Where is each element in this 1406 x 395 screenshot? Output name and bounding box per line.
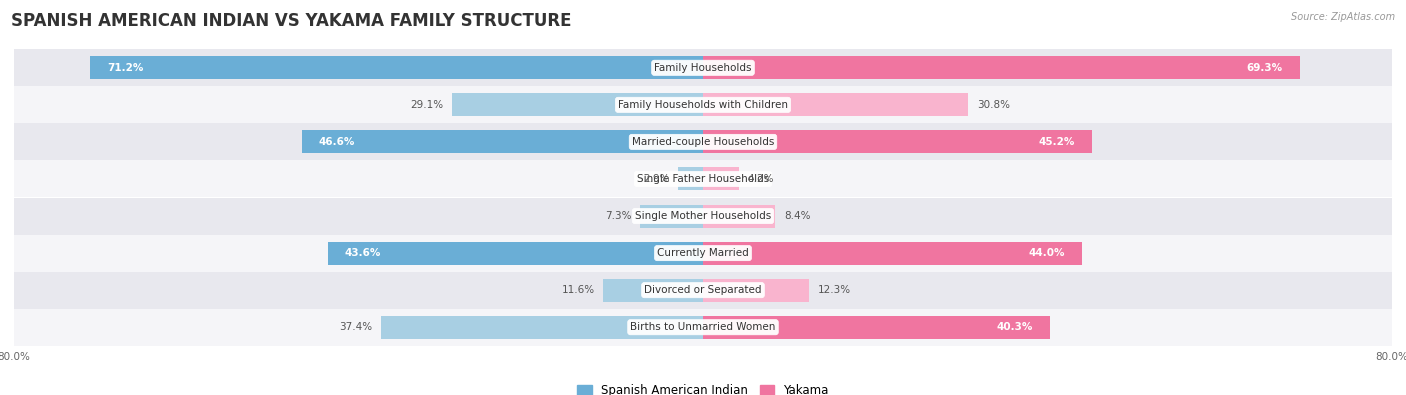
Bar (703, 130, 1092, 153)
Text: 29.1%: 29.1% (411, 100, 444, 110)
Bar (703, 242, 1083, 265)
Text: Single Father Households: Single Father Households (637, 174, 769, 184)
Text: 12.3%: 12.3% (817, 285, 851, 295)
Bar (14, 87, 1392, 123)
Text: 11.6%: 11.6% (561, 285, 595, 295)
Text: Family Households with Children: Family Households with Children (619, 100, 787, 110)
Text: 30.8%: 30.8% (977, 100, 1010, 110)
Bar (302, 130, 703, 153)
Text: SPANISH AMERICAN INDIAN VS YAKAMA FAMILY STRUCTURE: SPANISH AMERICAN INDIAN VS YAKAMA FAMILY… (11, 12, 572, 30)
Bar (14, 49, 1392, 87)
Text: 45.2%: 45.2% (1039, 137, 1076, 147)
Text: 43.6%: 43.6% (344, 248, 381, 258)
Bar (703, 205, 775, 228)
Text: Single Mother Households: Single Mother Households (636, 211, 770, 221)
Bar (14, 123, 1392, 160)
Text: 7.3%: 7.3% (605, 211, 631, 221)
Text: 4.2%: 4.2% (748, 174, 775, 184)
Text: 40.3%: 40.3% (997, 322, 1033, 332)
Bar (703, 93, 969, 117)
Bar (453, 93, 703, 117)
Bar (640, 205, 703, 228)
Bar (381, 316, 703, 339)
Bar (703, 278, 808, 302)
Bar (14, 272, 1392, 308)
Text: Married-couple Households: Married-couple Households (631, 137, 775, 147)
Text: 46.6%: 46.6% (319, 137, 356, 147)
Text: 44.0%: 44.0% (1028, 248, 1064, 258)
Text: Source: ZipAtlas.com: Source: ZipAtlas.com (1291, 12, 1395, 22)
Text: 2.9%: 2.9% (643, 174, 669, 184)
Legend: Spanish American Indian, Yakama: Spanish American Indian, Yakama (572, 379, 834, 395)
Bar (603, 278, 703, 302)
Bar (14, 235, 1392, 272)
Bar (678, 167, 703, 190)
Bar (703, 316, 1050, 339)
Bar (14, 198, 1392, 235)
Text: Births to Unmarried Women: Births to Unmarried Women (630, 322, 776, 332)
Text: Currently Married: Currently Married (657, 248, 749, 258)
Text: 69.3%: 69.3% (1247, 63, 1282, 73)
Text: Divorced or Separated: Divorced or Separated (644, 285, 762, 295)
Text: Family Households: Family Households (654, 63, 752, 73)
Bar (328, 242, 703, 265)
Bar (14, 160, 1392, 198)
Bar (14, 308, 1392, 346)
Text: 8.4%: 8.4% (785, 211, 810, 221)
Text: 71.2%: 71.2% (107, 63, 143, 73)
Bar (90, 56, 703, 79)
Bar (703, 167, 740, 190)
Text: 37.4%: 37.4% (339, 322, 373, 332)
Bar (703, 56, 1299, 79)
